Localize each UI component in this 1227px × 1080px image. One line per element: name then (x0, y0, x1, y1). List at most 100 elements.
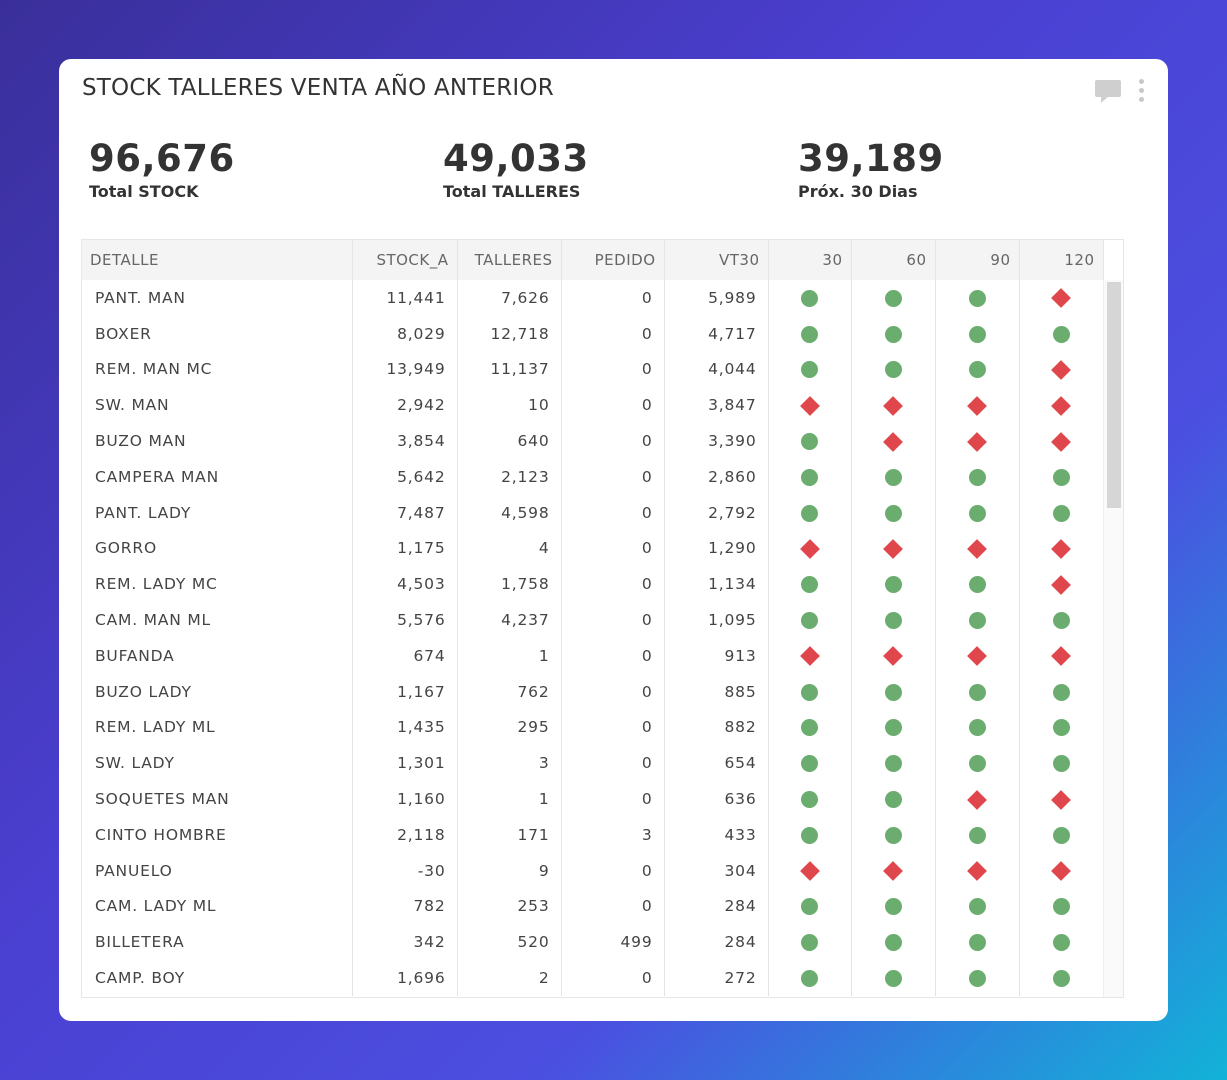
cell-indicator-90 (935, 816, 1020, 853)
kpi-prox-30-dias: 39,189 Próx. 30 Dias (798, 137, 944, 201)
table-row[interactable]: GORRO 1,175 4 0 1,290 (82, 530, 1104, 567)
cell-detalle: GORRO (82, 530, 353, 567)
cell-indicator-120 (1019, 423, 1104, 459)
column-header-60[interactable]: 60 (851, 240, 936, 280)
table-row[interactable]: CAM. LADY ML 782 253 0 284 (82, 888, 1104, 925)
cell-talleres: 11,137 (457, 351, 562, 388)
cell-indicator-60 (851, 960, 936, 996)
cell-stock-a: 782 (352, 888, 458, 925)
status-alert-diamond-icon (967, 861, 987, 882)
status-alert-diamond-icon (799, 646, 820, 667)
cell-pedido: 0 (561, 458, 665, 495)
comment-icon[interactable] (1095, 79, 1121, 103)
table-row[interactable]: CINTO HOMBRE 2,118 171 3 433 (82, 816, 1104, 853)
cell-indicator-120 (1019, 494, 1104, 531)
cell-talleres: 2,123 (457, 458, 562, 495)
cell-stock-a: 1,167 (352, 673, 458, 710)
status-ok-circle-icon (1052, 755, 1070, 773)
status-ok-circle-icon (884, 898, 902, 916)
kpi-value: 39,189 (798, 137, 944, 180)
cell-indicator-120 (1019, 816, 1104, 853)
table-row[interactable]: BUZO MAN 3,854 640 0 3,390 (82, 423, 1104, 459)
cell-indicator-60 (851, 387, 936, 424)
status-ok-circle-icon (801, 504, 818, 522)
cell-indicator-30 (768, 745, 852, 782)
cell-indicator-90 (935, 637, 1020, 674)
status-ok-circle-icon (884, 325, 902, 343)
widget-header-actions (1095, 79, 1144, 103)
table-row[interactable]: CAM. MAN ML 5,576 4,237 0 1,095 (82, 602, 1104, 638)
status-ok-circle-icon (884, 934, 902, 952)
table-row[interactable]: CAMPERA MAN 5,642 2,123 0 2,860 (82, 458, 1104, 495)
table-row[interactable]: SW. LADY 1,301 3 0 654 (82, 745, 1104, 782)
cell-indicator-120 (1019, 960, 1104, 996)
cell-detalle: CAMPERA MAN (82, 458, 353, 495)
status-ok-circle-icon (801, 325, 818, 343)
kebab-menu-icon[interactable] (1139, 79, 1144, 102)
cell-indicator-120 (1019, 351, 1104, 388)
status-ok-circle-icon (884, 612, 902, 630)
table-row[interactable]: BUZO LADY 1,167 762 0 885 (82, 673, 1104, 710)
status-ok-circle-icon (968, 468, 986, 486)
cell-vt30: 1,095 (664, 602, 769, 638)
kpi-total-talleres: 49,033 Total TALLERES (443, 137, 589, 201)
cell-vt30: 3,390 (664, 423, 769, 459)
table-row[interactable]: BILLETERA 342 520 499 284 (82, 924, 1104, 961)
column-header-pedido[interactable]: PEDIDO (561, 240, 665, 280)
cell-indicator-90 (935, 458, 1020, 495)
cell-detalle: CAM. MAN ML (82, 602, 353, 638)
cell-stock-a: 674 (352, 637, 458, 674)
column-header-stock-a[interactable]: STOCK_A (352, 240, 458, 280)
column-header-vt30[interactable]: VT30 (664, 240, 769, 280)
status-alert-diamond-icon (883, 646, 903, 667)
column-header-30[interactable]: 30 (768, 240, 852, 280)
cell-talleres: 3 (457, 745, 562, 782)
cell-talleres: 2 (457, 960, 562, 996)
status-ok-circle-icon (968, 826, 986, 844)
cell-indicator-30 (768, 888, 852, 925)
status-ok-circle-icon (801, 612, 818, 630)
column-header-120[interactable]: 120 (1019, 240, 1104, 280)
table-row[interactable]: PANUELO -30 9 0 304 (82, 852, 1104, 889)
table-row[interactable]: BUFANDA 674 1 0 913 (82, 637, 1104, 674)
status-alert-diamond-icon (1051, 646, 1071, 667)
table-row[interactable]: REM. LADY ML 1,435 295 0 882 (82, 709, 1104, 746)
status-alert-diamond-icon (1051, 539, 1071, 559)
cell-pedido: 0 (561, 781, 665, 817)
status-alert-diamond-icon (1051, 395, 1071, 416)
cell-indicator-30 (768, 566, 852, 603)
cell-vt30: 882 (664, 709, 769, 746)
table-row[interactable]: PANT. MAN 11,441 7,626 0 5,989 (82, 280, 1104, 316)
cell-talleres: 4,237 (457, 602, 562, 638)
table-row[interactable]: SOQUETES MAN 1,160 1 0 636 (82, 781, 1104, 817)
widget-title: STOCK TALLERES VENTA AÑO ANTERIOR (82, 75, 554, 101)
cell-pedido: 0 (561, 602, 665, 638)
status-ok-circle-icon (968, 504, 986, 522)
cell-vt30: 636 (664, 781, 769, 817)
status-alert-diamond-icon (967, 789, 987, 810)
table-row[interactable]: CAMP. BOY 1,696 2 0 272 (82, 960, 1104, 996)
cell-vt30: 284 (664, 924, 769, 961)
cell-vt30: 885 (664, 673, 769, 710)
cell-talleres: 4 (457, 530, 562, 567)
table-row[interactable]: PANT. LADY 7,487 4,598 0 2,792 (82, 494, 1104, 531)
table-row[interactable]: REM. MAN MC 13,949 11,137 0 4,044 (82, 351, 1104, 388)
column-header-detalle[interactable]: DETALLE (82, 240, 353, 280)
cell-detalle: REM. LADY ML (82, 709, 353, 746)
status-ok-circle-icon (884, 468, 902, 486)
column-header-talleres[interactable]: TALLERES (457, 240, 562, 280)
status-ok-circle-icon (968, 719, 986, 737)
cell-indicator-60 (851, 745, 936, 782)
table-row[interactable]: REM. LADY MC 4,503 1,758 0 1,134 (82, 566, 1104, 603)
column-header-90[interactable]: 90 (935, 240, 1020, 280)
vertical-scrollbar[interactable] (1103, 280, 1123, 997)
status-ok-circle-icon (801, 791, 818, 809)
table-row[interactable]: BOXER 8,029 12,718 0 4,717 (82, 315, 1104, 352)
status-alert-diamond-icon (799, 861, 820, 882)
status-ok-circle-icon (801, 934, 818, 952)
table-row[interactable]: SW. MAN 2,942 10 0 3,847 (82, 387, 1104, 424)
cell-detalle: SW. LADY (82, 745, 353, 782)
cell-indicator-90 (935, 960, 1020, 996)
cell-indicator-30 (768, 494, 852, 531)
scrollbar-thumb[interactable] (1107, 282, 1121, 508)
